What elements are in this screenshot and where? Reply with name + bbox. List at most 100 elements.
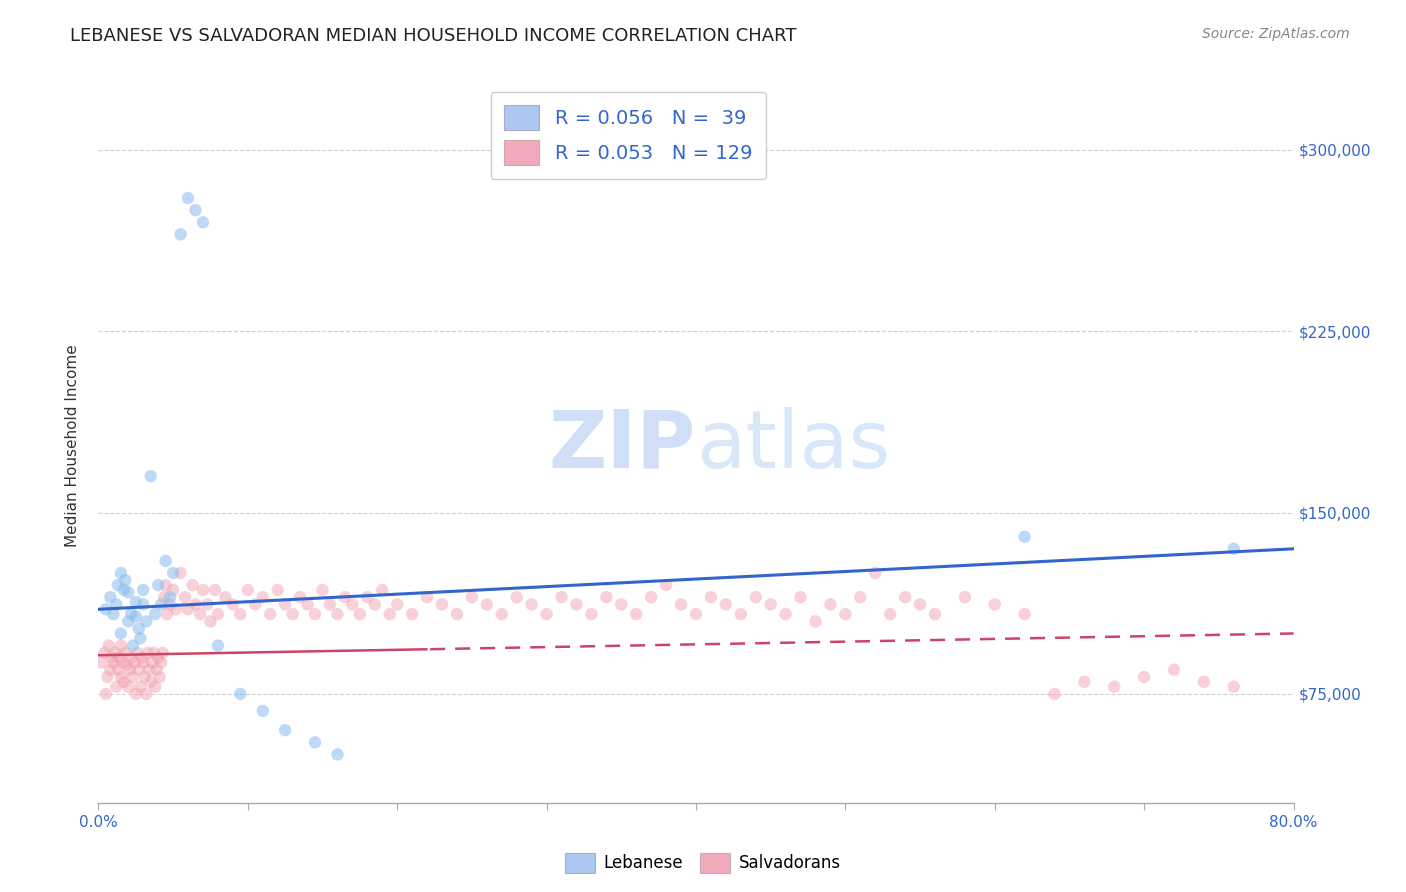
Point [121, 639, 143, 653]
Point [730, 607, 752, 621]
Point [274, 723, 297, 738]
Point [169, 566, 191, 580]
Point [138, 663, 160, 677]
Point [281, 607, 304, 621]
Point [1014, 607, 1036, 621]
Text: ZIP: ZIP [548, 407, 696, 485]
Point [311, 582, 333, 597]
Y-axis label: Median Household Income: Median Household Income [65, 344, 80, 548]
Point [204, 582, 226, 597]
Point [520, 598, 543, 612]
Point [446, 607, 468, 621]
Point [120, 607, 142, 621]
Point [349, 607, 371, 621]
Point [714, 598, 737, 612]
Point [162, 582, 184, 597]
Point [430, 598, 453, 612]
Point [129, 632, 152, 646]
Point [506, 590, 529, 604]
Point [491, 607, 513, 621]
Point [125, 609, 148, 624]
Point [1133, 670, 1156, 684]
Point [655, 578, 678, 592]
Point [118, 663, 141, 677]
Point [97, 639, 120, 653]
Point [104, 646, 127, 660]
Point [416, 590, 439, 604]
Point [214, 590, 236, 604]
Point [1223, 541, 1246, 556]
Point [105, 680, 128, 694]
Point [128, 663, 150, 677]
Point [304, 607, 326, 621]
Point [108, 650, 131, 665]
Point [150, 598, 173, 612]
Point [110, 670, 132, 684]
Point [342, 598, 364, 612]
Point [132, 598, 155, 612]
Point [371, 582, 394, 597]
Point [669, 598, 692, 612]
Point [685, 607, 707, 621]
Point [125, 687, 148, 701]
Point [139, 674, 162, 689]
Point [117, 585, 139, 599]
Point [207, 607, 229, 621]
Point [114, 646, 136, 660]
Point [117, 680, 139, 694]
Point [152, 646, 174, 660]
Point [90, 656, 112, 670]
Point [297, 598, 319, 612]
Point [110, 639, 132, 653]
Point [789, 590, 811, 604]
Point [131, 650, 153, 665]
Point [155, 554, 177, 568]
Point [879, 607, 901, 621]
Text: Source: ZipAtlas.com: Source: ZipAtlas.com [1202, 27, 1350, 41]
Point [288, 590, 311, 604]
Point [304, 735, 326, 749]
Point [134, 670, 156, 684]
Point [141, 656, 163, 670]
Point [105, 598, 128, 612]
Point [274, 598, 297, 612]
Point [181, 578, 204, 592]
Point [849, 590, 872, 604]
Point [229, 687, 252, 701]
Point [117, 615, 139, 629]
Point [94, 687, 117, 701]
Point [1192, 674, 1215, 689]
Point [162, 566, 184, 580]
Point [1163, 663, 1185, 677]
Point [148, 650, 170, 665]
Point [103, 607, 125, 621]
Point [252, 590, 274, 604]
Point [156, 607, 179, 621]
Point [143, 680, 166, 694]
Point [132, 656, 155, 670]
Point [385, 598, 409, 612]
Point [148, 578, 170, 592]
Point [124, 656, 146, 670]
Point [820, 598, 842, 612]
Point [245, 598, 267, 612]
Point [177, 191, 200, 205]
Point [536, 607, 558, 621]
Point [101, 650, 124, 665]
Point [834, 607, 856, 621]
Point [139, 469, 162, 483]
Point [229, 607, 252, 621]
Point [610, 598, 633, 612]
Point [98, 663, 122, 677]
Point [326, 607, 349, 621]
Point [700, 590, 723, 604]
Point [1073, 674, 1095, 689]
Point [145, 663, 167, 677]
Point [475, 598, 498, 612]
Point [150, 656, 173, 670]
Point [132, 582, 155, 597]
Point [98, 590, 122, 604]
Point [184, 203, 207, 218]
Point [96, 670, 118, 684]
Point [110, 626, 132, 640]
